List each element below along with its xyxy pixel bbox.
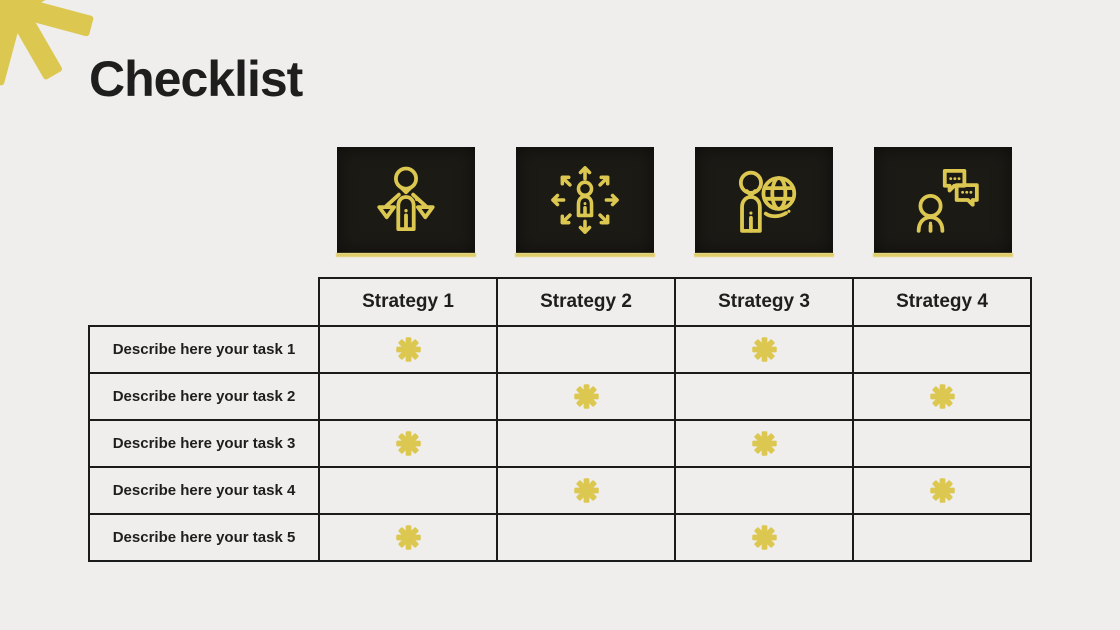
- mark-cell-empty: [852, 325, 1032, 374]
- asterisk-mark-icon: [751, 337, 777, 362]
- task-label: Describe here your task 2: [88, 372, 320, 421]
- strategy-4-icon-box: [874, 147, 1012, 253]
- checklist-table: Strategy 1 Strategy 2 Strategy 3 Strateg…: [88, 277, 1032, 562]
- mark-cell-checked: [318, 325, 498, 374]
- asterisk-mark-icon: [573, 478, 599, 503]
- mark-cell-checked: [496, 372, 676, 421]
- table-row: Describe here your task 5: [88, 513, 1032, 562]
- mark-cell-empty: [496, 419, 676, 468]
- person-chat-icon: [916, 169, 979, 233]
- mark-cell-empty: [318, 372, 498, 421]
- table-row: Describe here your task 3: [88, 419, 1032, 468]
- asterisk-mark-icon: [395, 431, 421, 456]
- mark-cell-checked: [852, 372, 1032, 421]
- asterisk-mark-icon: [929, 384, 955, 409]
- mark-cell-empty: [852, 513, 1032, 562]
- strategy-icon-row: [337, 147, 1012, 253]
- corner-asterisk-decoration: [0, 0, 94, 86]
- mark-cell-empty: [674, 372, 854, 421]
- strategy-1-icon-box: [337, 147, 475, 253]
- column-header-strategy-2: Strategy 2: [496, 277, 676, 327]
- mark-cell-checked: [674, 419, 854, 468]
- person-globe-icon: [738, 170, 797, 233]
- table-row: Describe here your task 1: [88, 325, 1032, 374]
- task-label: Describe here your task 5: [88, 513, 320, 562]
- asterisk-mark-icon: [573, 384, 599, 409]
- page-title: Checklist: [89, 51, 303, 107]
- mark-cell-checked: [318, 513, 498, 562]
- strategy-3-icon-box: [695, 147, 833, 253]
- asterisk-mark-icon: [751, 525, 777, 550]
- table-row: Describe here your task 2: [88, 372, 1032, 421]
- header-row: Strategy 1 Strategy 2 Strategy 3 Strateg…: [89, 277, 1032, 327]
- mark-cell-empty: [852, 419, 1032, 468]
- table-row: Describe here your task 4: [88, 466, 1032, 515]
- mark-cell-checked: [852, 466, 1032, 515]
- column-header-strategy-4: Strategy 4: [852, 277, 1032, 327]
- table-body: Describe here your task 1 Describe here …: [88, 325, 1032, 562]
- strategy-2-icon-box: [516, 147, 654, 253]
- mark-cell-empty: [674, 466, 854, 515]
- asterisk-mark-icon: [395, 525, 421, 550]
- task-label: Describe here your task 1: [88, 325, 320, 374]
- asterisk-mark-icon: [929, 478, 955, 503]
- column-header-strategy-3: Strategy 3: [674, 277, 854, 327]
- mark-cell-empty: [496, 513, 676, 562]
- mark-cell-checked: [674, 325, 854, 374]
- mark-cell-checked: [674, 513, 854, 562]
- asterisk-mark-icon: [395, 337, 421, 362]
- mark-cell-empty: [496, 325, 676, 374]
- asterisk-mark-icon: [751, 431, 777, 456]
- empty-corner-cell: [89, 278, 319, 326]
- task-label: Describe here your task 4: [88, 466, 320, 515]
- person-scales-icon: [377, 166, 435, 231]
- mark-cell-checked: [496, 466, 676, 515]
- mark-cell-checked: [318, 419, 498, 468]
- person-arrows-icon: [551, 166, 619, 234]
- column-header-strategy-1: Strategy 1: [318, 277, 498, 327]
- task-label: Describe here your task 3: [88, 419, 320, 468]
- mark-cell-empty: [318, 466, 498, 515]
